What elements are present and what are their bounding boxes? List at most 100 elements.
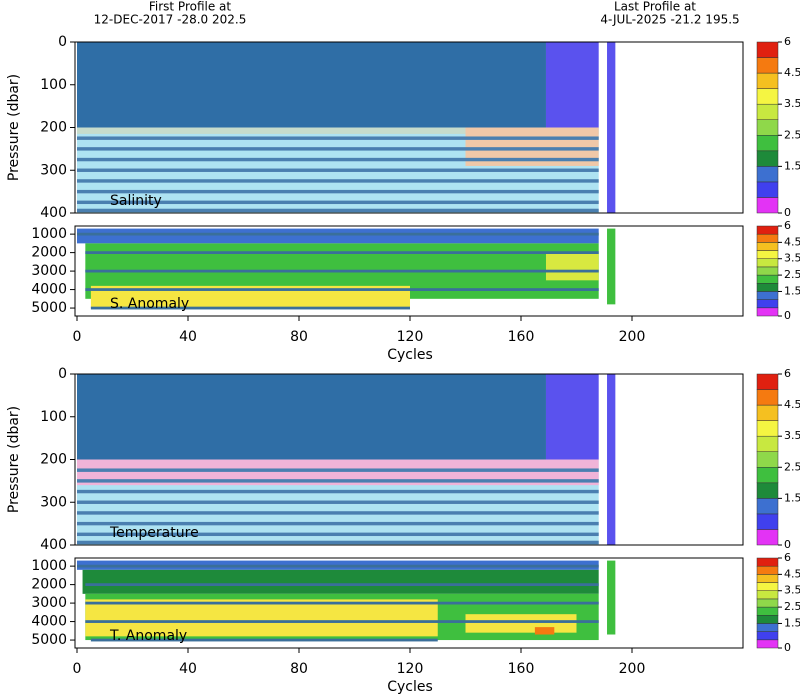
- data-block: [85, 251, 599, 254]
- colorbar-tick-label: 3.5: [784, 252, 800, 265]
- y-axis-label: Pressure (dbar): [6, 406, 22, 513]
- y-tick-label: 0: [58, 34, 67, 50]
- colorbar-cell: [756, 225, 779, 235]
- colorbar-cell: [756, 299, 779, 309]
- colorbar-cell: [756, 482, 779, 499]
- data-block: [77, 157, 599, 162]
- y-tick-label: 5000: [31, 300, 67, 316]
- data-block: [77, 147, 599, 151]
- data-block: [85, 599, 438, 637]
- colorbar-tick-label: 1.5: [784, 491, 800, 504]
- colorbar-cell: [756, 513, 779, 530]
- colorbar-cell: [756, 242, 779, 251]
- data-block: [77, 208, 599, 213]
- data-block: [77, 479, 599, 483]
- colorbar-tick-label: 0: [784, 641, 791, 654]
- first-label: First Profile at: [149, 0, 232, 14]
- x-axis-label: Cycles: [387, 347, 433, 363]
- data-block: [465, 614, 577, 633]
- x-axis-label: Cycles: [387, 679, 433, 695]
- colorbar-tick-label: 0: [784, 309, 791, 322]
- colorbar-cell: [756, 258, 779, 268]
- data-block: [85, 620, 599, 623]
- y-tick-label: 400: [40, 205, 67, 221]
- colorbar-tick-label: 2.5: [784, 268, 800, 281]
- panel-label: S. Anomaly: [110, 296, 189, 312]
- x-tick-label: 200: [619, 329, 646, 345]
- data-block: [90, 306, 410, 310]
- colorbar-cell: [756, 135, 779, 152]
- panel-label: Salinity: [110, 193, 162, 209]
- colorbar-cell: [756, 266, 779, 276]
- data-block: [90, 285, 410, 309]
- x-tick-label: 80: [290, 661, 308, 677]
- colorbar-tick-label: 4.5: [784, 66, 800, 79]
- colorbar-cell: [756, 639, 779, 649]
- y-tick-label: 300: [40, 494, 67, 510]
- colorbar-cell: [756, 283, 779, 292]
- colorbar-cell: [756, 119, 779, 136]
- data-block: [545, 374, 599, 460]
- colorbar-cell: [756, 598, 779, 608]
- colorbar-cell: [756, 250, 779, 259]
- x-tick-label: 0: [73, 661, 82, 677]
- data-block: [607, 374, 616, 545]
- colorbar-tick-label: 6: [784, 35, 791, 48]
- colorbar-cell: [756, 181, 779, 198]
- data-block: [77, 200, 599, 205]
- colorbar-tick-label: 4.5: [784, 235, 800, 248]
- y-tick-label: 300: [40, 162, 67, 178]
- colorbar-cell: [756, 565, 779, 575]
- colorbar-tick-label: 3.5: [784, 97, 800, 110]
- colorbar-cell: [756, 307, 779, 317]
- y-tick-label: 0: [58, 366, 67, 382]
- colorbar-cell: [756, 274, 779, 284]
- colorbar-cell: [756, 389, 779, 406]
- data-block: [77, 468, 599, 472]
- colorbar-tick-label: 0: [784, 538, 791, 551]
- data-block: [77, 136, 599, 140]
- y-tick-label: 5000: [31, 632, 67, 648]
- data-block: [545, 42, 599, 128]
- data-block: [77, 228, 599, 244]
- y-tick-label: 3000: [31, 263, 67, 279]
- y-tick-label: 200: [40, 452, 67, 468]
- colorbar-cell: [756, 41, 779, 58]
- colorbar-cell: [756, 373, 779, 390]
- colorbar-tick-label: 4.5: [784, 398, 800, 411]
- last-info: 4-JUL-2025 -21.2 195.5: [600, 13, 739, 27]
- colorbar-cell: [756, 233, 779, 243]
- colorbar-tick-label: 6: [784, 551, 791, 564]
- x-tick-label: 200: [619, 661, 646, 677]
- panel-label: Temperature: [109, 525, 199, 541]
- colorbar-cell: [756, 291, 779, 300]
- colorbar-tick-label: 1.5: [784, 159, 800, 172]
- data-block: [77, 179, 599, 183]
- data-block: [77, 521, 599, 526]
- data-block: [90, 638, 438, 642]
- colorbar-cell: [756, 166, 779, 183]
- colorbar-cell: [756, 150, 779, 167]
- colorbar-tick-label: 2.5: [784, 460, 800, 473]
- colorbar-cell: [756, 590, 779, 600]
- colorbar-cell: [756, 467, 779, 484]
- data-block: [85, 601, 599, 605]
- data-block: [77, 127, 599, 134]
- colorbar-tick-label: 3.5: [784, 429, 800, 442]
- data-block: [534, 627, 555, 635]
- colorbar-cell: [756, 451, 779, 468]
- y-tick-label: 1000: [31, 558, 67, 574]
- y-tick-label: 2000: [31, 577, 67, 593]
- x-tick-label: 160: [508, 661, 535, 677]
- y-axis-label: Pressure (dbar): [6, 74, 22, 181]
- data-block: [607, 42, 616, 213]
- data-block: [77, 374, 546, 460]
- x-tick-label: 80: [290, 329, 308, 345]
- data-block: [85, 583, 599, 586]
- data-block: [77, 540, 599, 545]
- colorbar-cell: [756, 498, 779, 515]
- colorbar-cell: [756, 557, 779, 567]
- data-block: [85, 269, 599, 273]
- colorbar-cell: [756, 435, 779, 452]
